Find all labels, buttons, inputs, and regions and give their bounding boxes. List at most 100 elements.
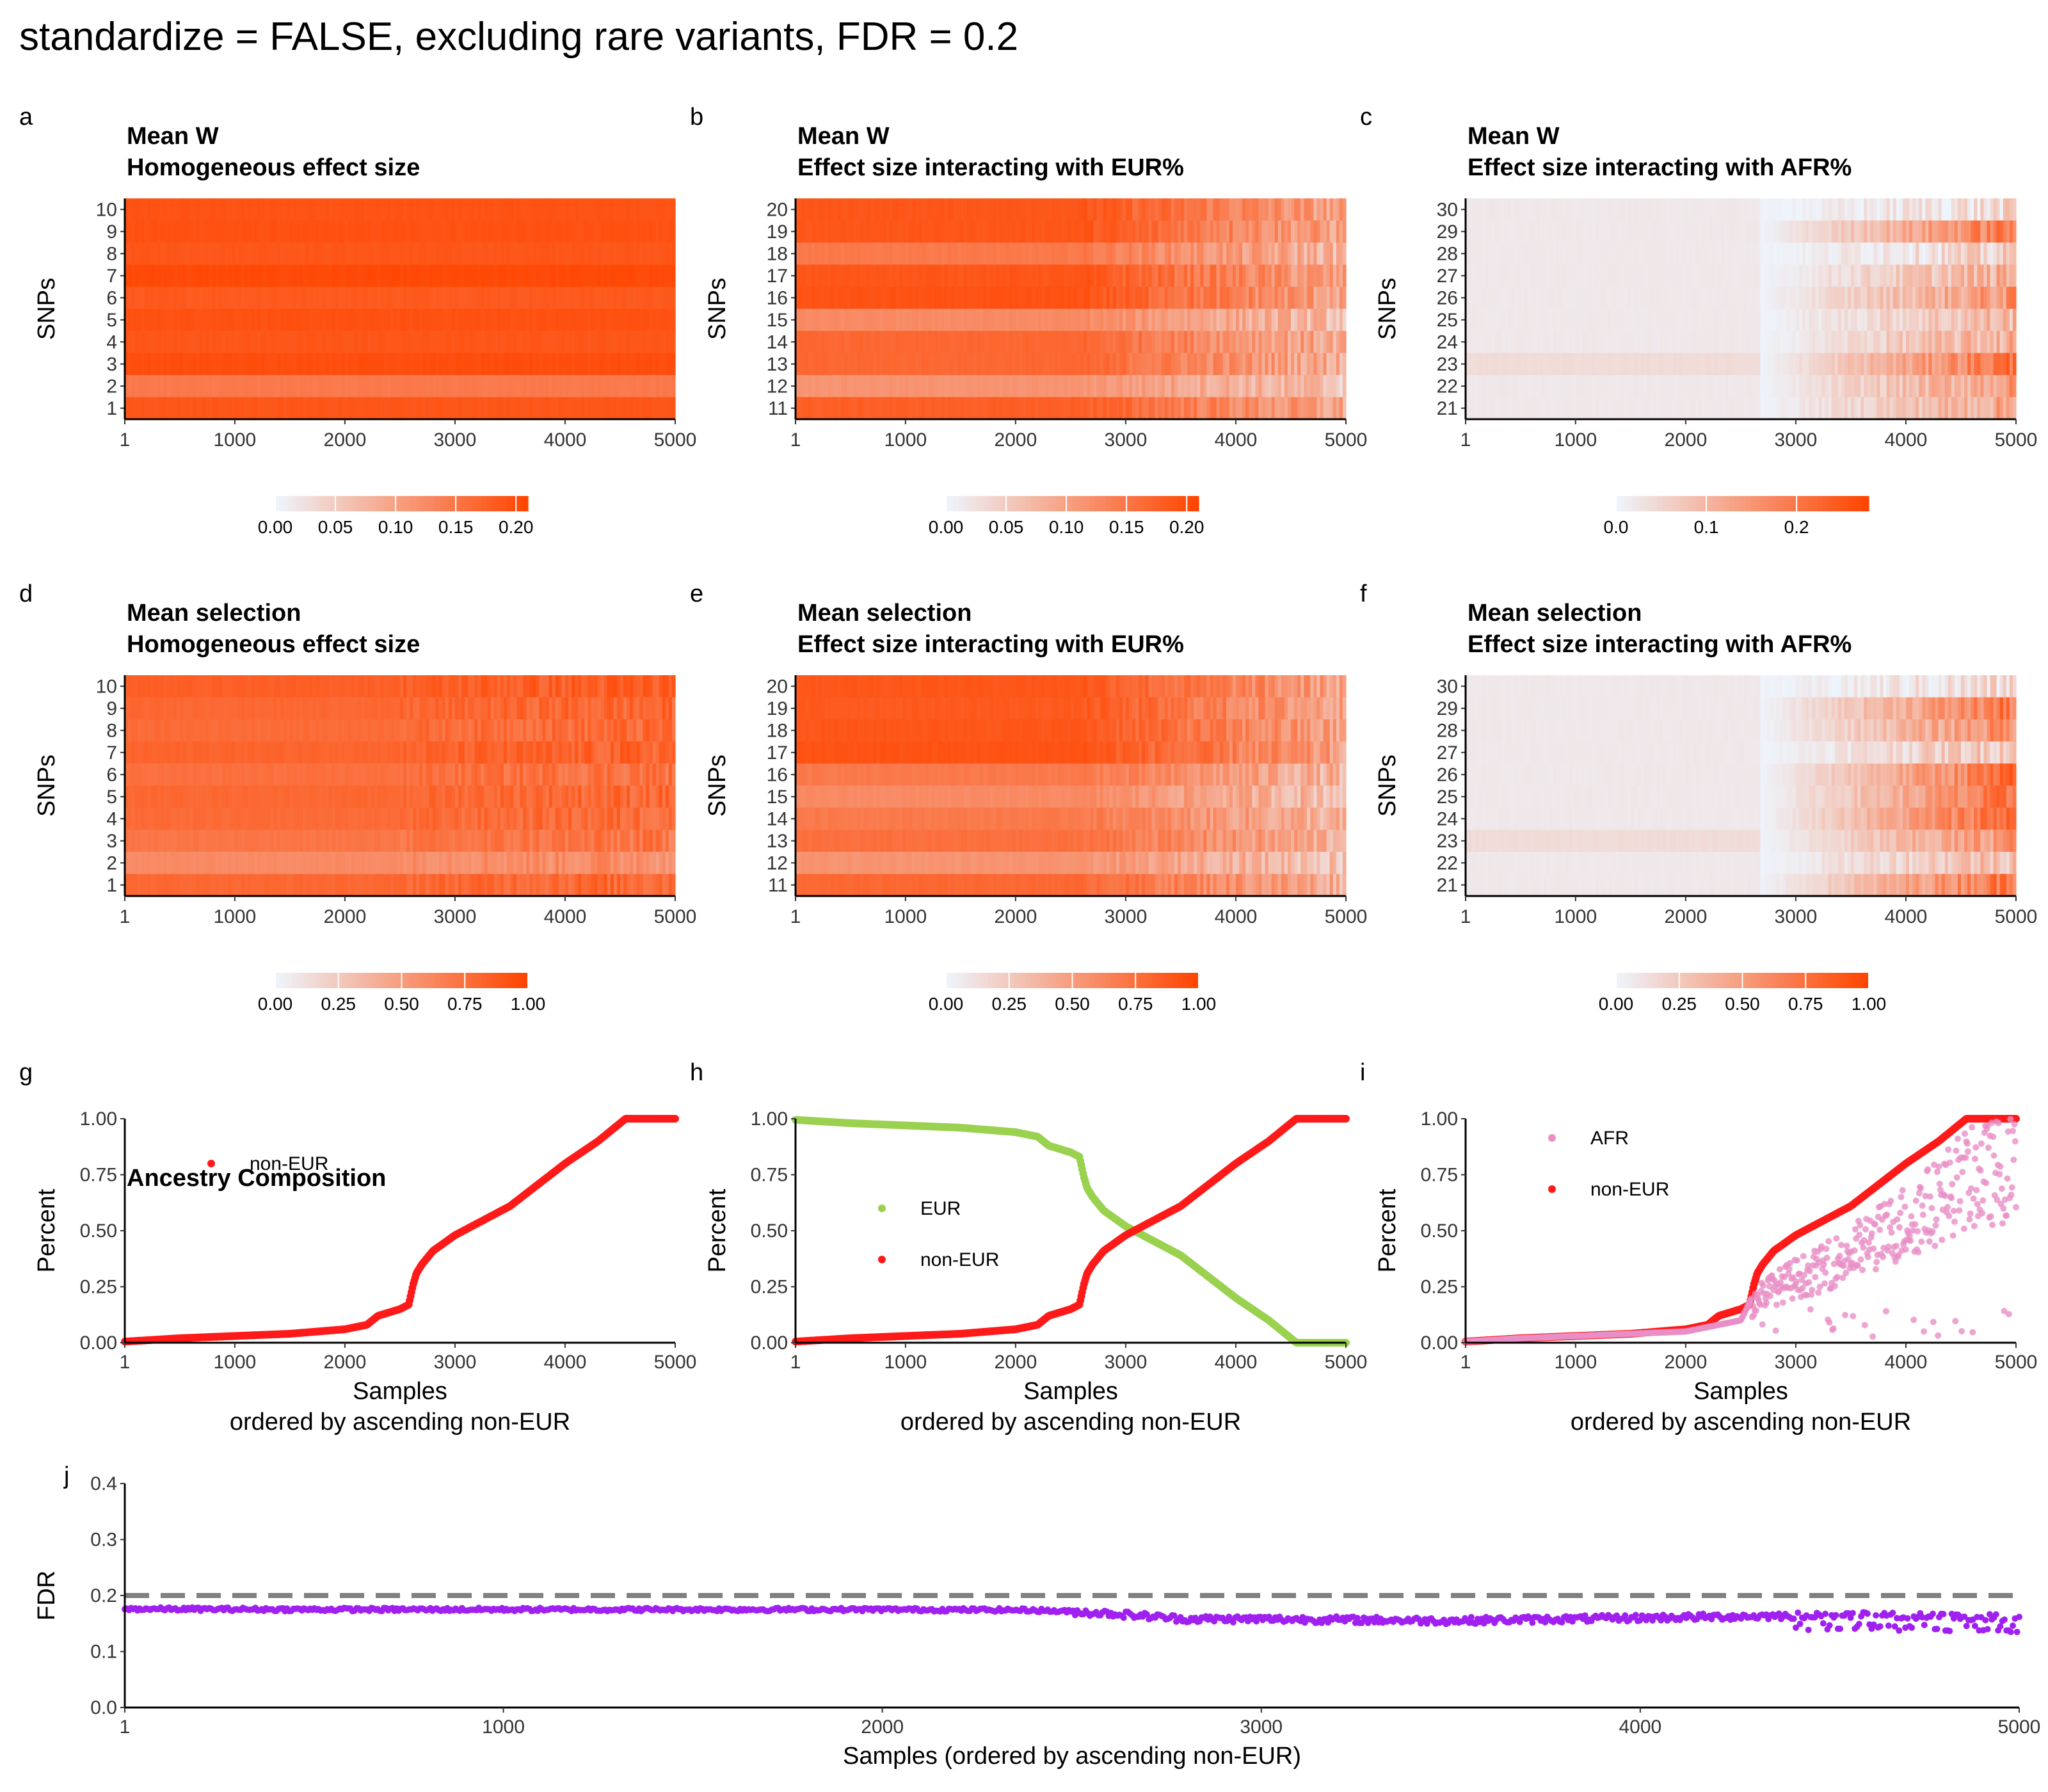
heatmap-cell bbox=[490, 220, 495, 243]
heatmap-cell bbox=[1760, 198, 1764, 221]
heatmap-cell bbox=[1996, 287, 2001, 309]
heatmap-cell bbox=[1896, 287, 1900, 309]
heatmap-cell bbox=[895, 287, 900, 309]
heatmap-cell bbox=[1724, 331, 1729, 353]
heatmap-cell bbox=[1158, 397, 1162, 420]
heatmap-cell bbox=[1194, 198, 1197, 221]
heatmap-cell bbox=[1977, 287, 1981, 309]
heatmap-cell bbox=[481, 308, 485, 332]
heatmap-cell bbox=[1763, 243, 1768, 265]
heatmap-cell bbox=[1737, 198, 1741, 221]
heatmap-cell bbox=[1647, 264, 1651, 287]
heatmap-cell bbox=[1310, 331, 1315, 353]
heatmap-cell bbox=[1864, 243, 1868, 265]
heatmap-cell bbox=[1106, 287, 1110, 309]
heatmap-cell bbox=[474, 375, 479, 397]
heatmap-cell bbox=[474, 198, 479, 221]
heatmap-cell bbox=[1139, 397, 1142, 420]
heatmap-cell bbox=[812, 353, 815, 376]
heatmap-cell bbox=[426, 397, 430, 420]
heatmap-cell bbox=[536, 308, 540, 332]
heatmap-cell bbox=[805, 243, 809, 265]
heatmap-cell bbox=[273, 397, 278, 420]
heatmap-cell bbox=[588, 243, 592, 265]
heatmap-cell bbox=[1828, 243, 1832, 265]
heatmap-cell bbox=[1773, 243, 1777, 265]
heatmap-cell bbox=[1090, 353, 1094, 376]
colorbar-segment bbox=[1101, 496, 1107, 511]
heatmap-cell bbox=[950, 308, 955, 332]
heatmap-cell bbox=[141, 353, 145, 376]
heatmap-cell bbox=[1194, 308, 1197, 332]
heatmap-cell bbox=[523, 375, 527, 397]
heatmap-cell bbox=[1304, 198, 1308, 221]
heatmap-cell bbox=[1663, 287, 1667, 309]
heatmap-cell bbox=[432, 198, 436, 221]
heatmap-cell bbox=[970, 198, 974, 221]
heatmap-cell bbox=[1342, 308, 1347, 332]
heatmap-cell bbox=[1504, 264, 1508, 287]
heatmap-cell bbox=[536, 198, 540, 221]
heatmap-cell bbox=[212, 198, 216, 221]
heatmap-cell bbox=[345, 353, 349, 376]
heatmap-cell bbox=[659, 220, 663, 243]
heatmap-cell bbox=[938, 220, 942, 243]
heatmap-cell bbox=[600, 331, 605, 353]
heatmap-cell bbox=[1987, 220, 1991, 243]
heatmap-cell bbox=[264, 287, 268, 309]
heatmap-cell bbox=[260, 220, 265, 243]
heatmap-cell bbox=[1297, 220, 1301, 243]
heatmap-cell bbox=[873, 243, 877, 265]
heatmap-cell bbox=[374, 264, 378, 287]
heatmap-cell bbox=[2012, 220, 2017, 243]
heatmap-cell bbox=[377, 353, 381, 376]
heatmap-cell bbox=[1255, 243, 1260, 265]
heatmap-cell bbox=[630, 397, 634, 420]
heatmap-cell bbox=[351, 331, 355, 353]
heatmap-cell bbox=[1533, 264, 1537, 287]
heatmap-cell bbox=[815, 353, 819, 376]
heatmap-cell bbox=[396, 264, 401, 287]
row-label: 28 bbox=[1437, 243, 1458, 264]
heatmap-cell bbox=[1514, 331, 1518, 353]
heatmap-cell bbox=[906, 287, 909, 309]
heatmap-cell bbox=[173, 397, 177, 420]
heatmap-cell bbox=[532, 397, 537, 420]
heatmap-cell bbox=[1944, 353, 1949, 376]
heatmap-cell bbox=[193, 198, 196, 221]
heatmap-cell bbox=[1035, 331, 1039, 353]
heatmap-cell bbox=[1996, 353, 2001, 376]
heatmap-cell bbox=[1825, 243, 1829, 265]
heatmap-cell bbox=[1867, 243, 1871, 265]
heatmap-cell bbox=[597, 331, 602, 353]
heatmap-cell bbox=[1572, 264, 1576, 287]
heatmap-cell bbox=[1604, 220, 1609, 243]
colorbar-segment bbox=[338, 496, 343, 511]
heatmap-cell bbox=[909, 375, 913, 397]
heatmap-cell bbox=[610, 308, 614, 332]
heatmap-cell bbox=[539, 243, 543, 265]
heatmap-cell bbox=[426, 375, 430, 397]
heatmap-cell bbox=[915, 243, 919, 265]
heatmap-cell bbox=[1258, 220, 1263, 243]
heatmap-cell bbox=[267, 375, 271, 397]
heatmap-cell bbox=[141, 397, 145, 420]
heatmap-cell bbox=[260, 375, 265, 397]
heatmap-cell bbox=[1012, 264, 1016, 287]
heatmap-cell bbox=[432, 220, 436, 243]
heatmap-cell bbox=[1216, 308, 1220, 332]
heatmap-cell bbox=[555, 264, 559, 287]
heatmap-cell bbox=[1106, 353, 1110, 376]
heatmap-cell bbox=[1961, 243, 1965, 265]
heatmap-cell bbox=[1077, 220, 1081, 243]
heatmap-cell bbox=[1867, 331, 1871, 353]
heatmap-cell bbox=[163, 331, 168, 353]
heatmap-cell bbox=[1760, 331, 1764, 353]
heatmap-cell bbox=[1060, 287, 1065, 309]
heatmap-cell bbox=[1161, 353, 1165, 376]
heatmap-cell bbox=[1876, 287, 1881, 309]
heatmap-cell bbox=[870, 397, 874, 420]
heatmap-cell bbox=[1692, 308, 1696, 332]
heatmap-cell bbox=[1466, 287, 1469, 309]
heatmap-cell bbox=[633, 243, 637, 265]
